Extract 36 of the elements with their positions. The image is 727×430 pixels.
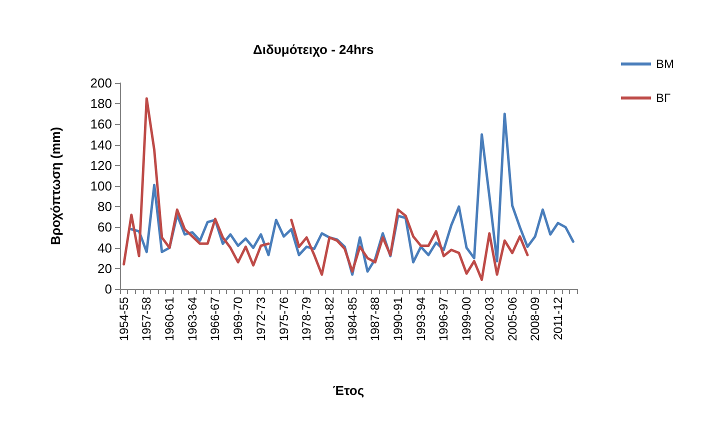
x-tick-label: 1963-64 (185, 296, 200, 342)
y-tick-label: 60 (98, 220, 112, 235)
x-tick-label: 2002-03 (482, 296, 496, 342)
x-tick-label: 1954-55 (116, 296, 131, 342)
chart-title: Διδυμότειχο - 24hrs (253, 42, 374, 57)
x-tick-label: 2008-09 (528, 296, 542, 342)
x-tick-label: 1960-61 (162, 296, 177, 342)
x-tick-label: 1981-82 (322, 296, 336, 342)
x-tick-label: 2005-06 (505, 296, 520, 342)
y-tick-label: 200 (90, 76, 112, 90)
x-tick-label: 2011-12 (550, 296, 565, 340)
x-tick-label: 1969-70 (231, 296, 246, 342)
y-tick-label: 20 (98, 260, 112, 276)
legend-label: ΒΓ (656, 91, 672, 105)
x-tick-label: 1993-94 (414, 296, 428, 342)
y-tick-label: 100 (90, 178, 112, 194)
x-tick-label: 1996-97 (436, 296, 451, 342)
y-tick-label: 80 (98, 199, 112, 214)
y-axis-title: Βροχόπτωση (mm) (48, 126, 63, 246)
x-tick-label: 1957-58 (140, 296, 154, 342)
y-tick-label: 140 (90, 137, 112, 152)
x-tick-label: 1978-79 (300, 296, 314, 342)
y-tick-label: 0 (104, 282, 112, 296)
x-tick-label: 1972-73 (254, 296, 268, 342)
x-tick-label: 1990-91 (391, 296, 406, 342)
y-tick-label: 120 (90, 158, 112, 173)
y-tick-label: 160 (90, 116, 112, 132)
y-tick-label: 40 (98, 240, 112, 256)
x-axis-title: Έτος (332, 383, 364, 398)
x-tick-label: 1999-00 (460, 296, 474, 342)
legend-label: ΒΜ (656, 57, 674, 71)
x-tick-label: 1987-88 (368, 296, 382, 342)
x-tick-label: 1966-67 (208, 296, 222, 342)
x-tick-label: 1984-85 (345, 296, 360, 342)
x-tick-label: 1975-76 (276, 296, 291, 342)
y-tick-label: 180 (90, 96, 112, 112)
